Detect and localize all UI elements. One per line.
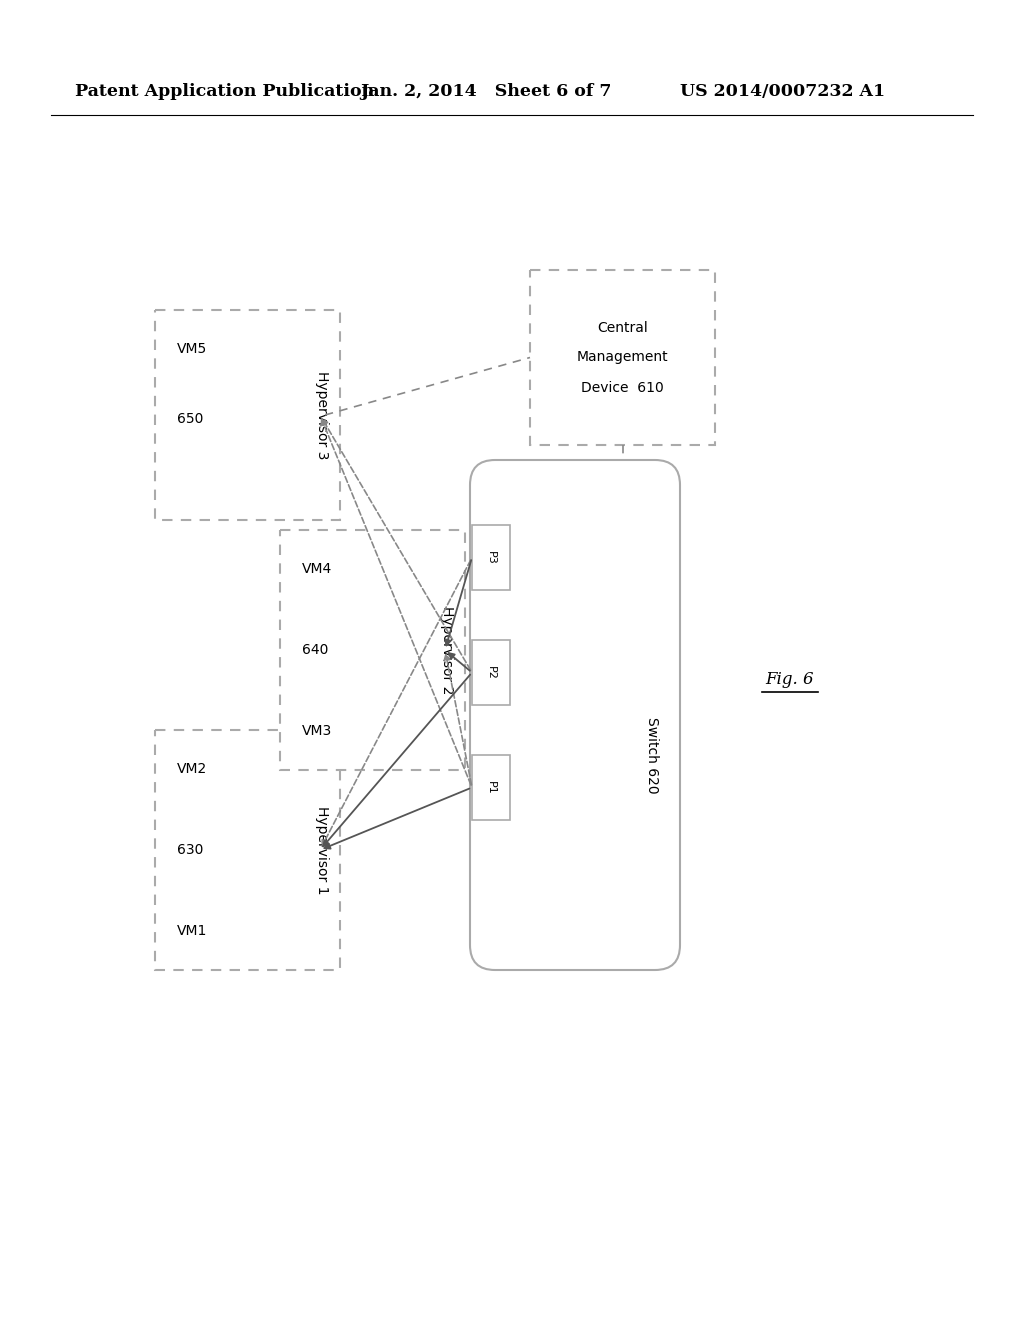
Text: Fig. 6: Fig. 6 bbox=[766, 672, 814, 689]
Text: VM5: VM5 bbox=[177, 342, 207, 356]
Bar bbox=[472, 755, 510, 820]
Text: VM2: VM2 bbox=[177, 762, 207, 776]
Text: Device  610: Device 610 bbox=[582, 380, 664, 395]
Text: 630: 630 bbox=[177, 843, 204, 857]
Text: VM3: VM3 bbox=[302, 723, 332, 738]
Text: P1: P1 bbox=[486, 780, 496, 795]
Text: Hypervisor 3: Hypervisor 3 bbox=[315, 371, 329, 459]
Text: Central: Central bbox=[597, 321, 648, 334]
Bar bbox=[280, 531, 465, 770]
FancyBboxPatch shape bbox=[470, 459, 680, 970]
Text: P3: P3 bbox=[486, 550, 496, 565]
Text: US 2014/0007232 A1: US 2014/0007232 A1 bbox=[680, 83, 885, 100]
Bar bbox=[155, 310, 340, 520]
Text: 640: 640 bbox=[302, 643, 329, 657]
Bar bbox=[155, 730, 340, 970]
Text: VM1: VM1 bbox=[177, 924, 208, 939]
Text: Hypervisor 2: Hypervisor 2 bbox=[440, 606, 454, 694]
Text: Switch 620: Switch 620 bbox=[645, 717, 659, 793]
Bar bbox=[472, 525, 510, 590]
Text: Patent Application Publication: Patent Application Publication bbox=[75, 83, 374, 100]
Text: 650: 650 bbox=[177, 412, 204, 426]
Text: VM4: VM4 bbox=[302, 562, 332, 576]
Bar bbox=[530, 271, 715, 445]
Bar bbox=[472, 640, 510, 705]
Text: Jan. 2, 2014   Sheet 6 of 7: Jan. 2, 2014 Sheet 6 of 7 bbox=[360, 83, 611, 100]
Text: Management: Management bbox=[577, 351, 669, 364]
Text: Hypervisor 1: Hypervisor 1 bbox=[315, 805, 329, 894]
Text: P2: P2 bbox=[486, 665, 496, 680]
